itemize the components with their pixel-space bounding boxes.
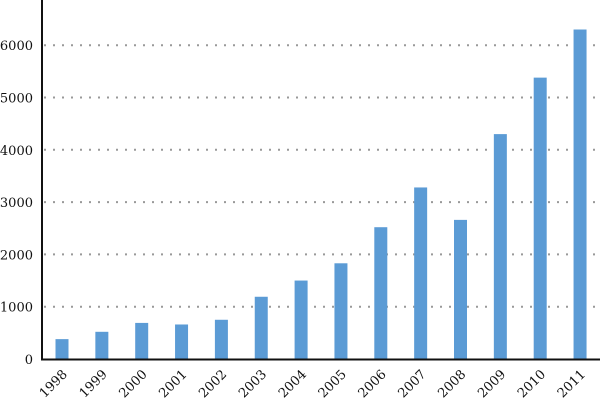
bar-2001 <box>175 324 189 359</box>
x-tick-label: 2010 <box>515 367 549 400</box>
x-tick-label: 2005 <box>316 367 350 400</box>
y-tick-label: 0 <box>25 353 33 368</box>
x-tick-label: 2003 <box>236 367 270 400</box>
bar-1998 <box>55 339 69 359</box>
x-tick-label: 2006 <box>356 367 390 400</box>
y-tick-label: 5000 <box>0 92 33 107</box>
x-tick-label: 2011 <box>555 367 589 400</box>
bar-2004 <box>294 280 308 359</box>
y-tick-label: 1000 <box>0 301 33 316</box>
x-tick-label: 2007 <box>395 367 429 400</box>
bar-2009 <box>493 134 507 359</box>
x-tick-label: 2009 <box>475 367 509 400</box>
x-tick-label: 2000 <box>117 367 151 400</box>
x-tick-label: 2002 <box>196 367 230 400</box>
bar-2011 <box>573 29 587 359</box>
y-tick-label: 2000 <box>0 248 33 263</box>
y-tick-label: 4000 <box>0 144 33 159</box>
bar-2010 <box>533 77 547 359</box>
bar-1999 <box>95 331 109 359</box>
bar-2005 <box>334 263 348 359</box>
bar-2008 <box>454 219 467 359</box>
y-tick-label: 6000 <box>0 39 33 54</box>
bar-2002 <box>214 319 228 359</box>
bar-2000 <box>135 322 149 359</box>
bar-2006 <box>374 227 388 359</box>
x-tick-label: 2001 <box>156 367 190 400</box>
x-tick-label: 2008 <box>435 367 469 400</box>
bar-2003 <box>254 296 268 359</box>
x-tick-label: 2004 <box>276 367 310 400</box>
x-tick-label: 1999 <box>77 367 111 400</box>
y-tick-label: 3000 <box>0 196 33 211</box>
bar-2007 <box>414 187 428 359</box>
x-tick-label: 1998 <box>37 367 71 400</box>
